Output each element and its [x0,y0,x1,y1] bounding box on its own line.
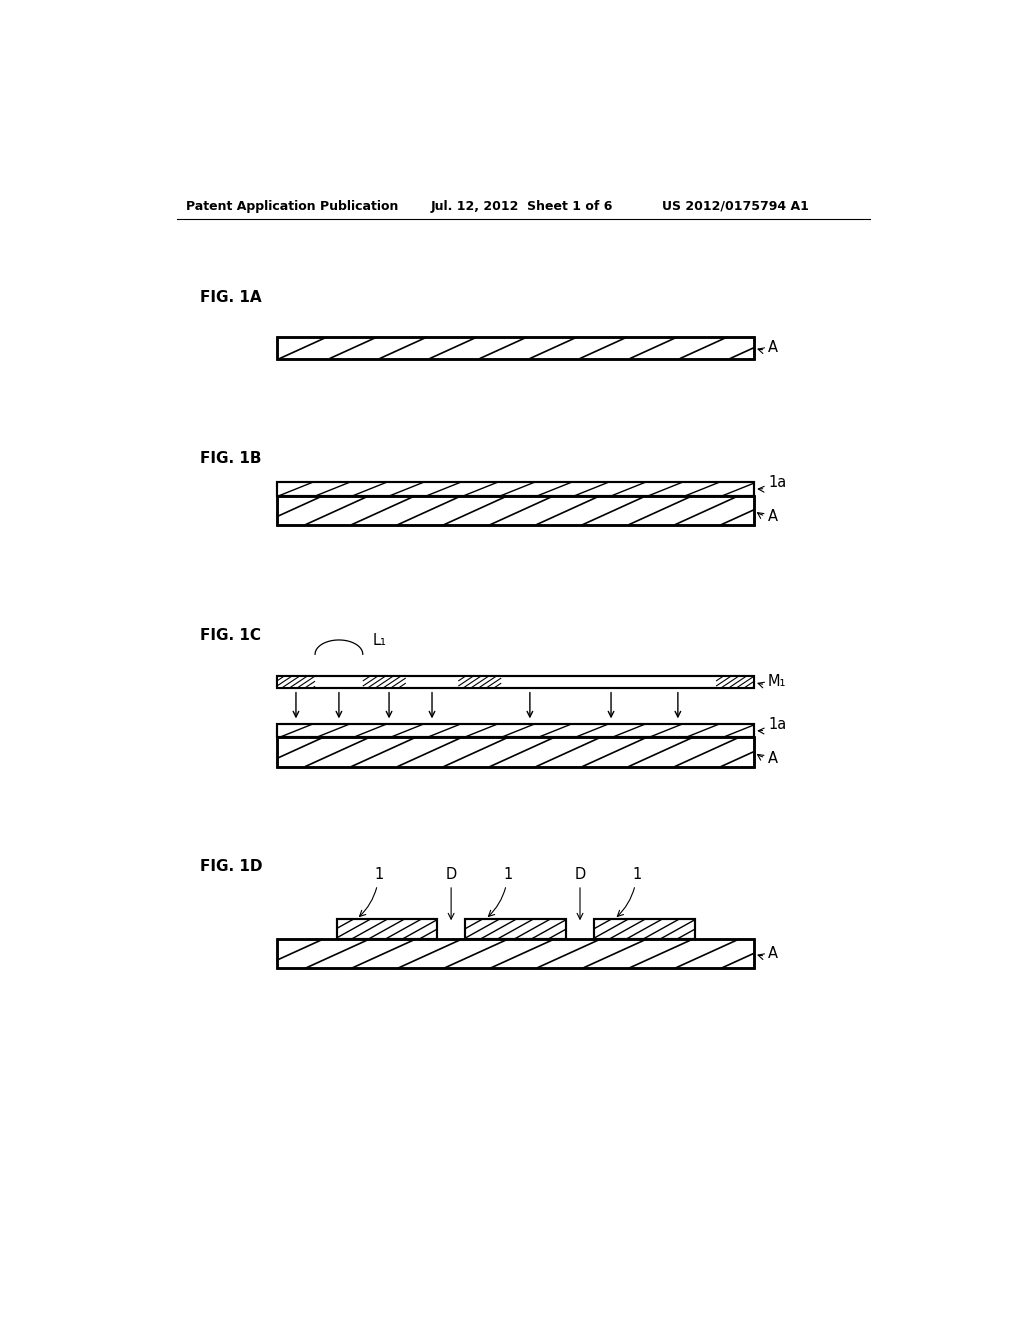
Bar [716,676,755,688]
Bar [276,337,755,359]
Bar [594,919,694,940]
Text: D: D [445,867,457,919]
Bar [276,940,755,969]
Bar [466,919,565,940]
Text: FIG. 1B: FIG. 1B [200,451,261,466]
Bar [276,676,315,688]
Bar [276,676,755,688]
Bar [276,738,755,767]
Bar [276,940,755,969]
Text: 1a: 1a [759,717,786,734]
Bar [276,676,315,688]
Bar [276,337,755,359]
Bar [276,676,755,688]
Text: A: A [758,510,778,524]
Text: 1: 1 [617,867,641,916]
Bar [716,676,755,688]
Bar [337,919,437,940]
Bar [276,738,755,767]
Text: FIG. 1C: FIG. 1C [200,628,261,643]
Bar [466,919,565,940]
Text: US 2012/0175794 A1: US 2012/0175794 A1 [662,199,809,213]
Text: FIG. 1A: FIG. 1A [200,289,261,305]
Text: 1a: 1a [759,475,786,492]
Bar [459,676,501,688]
Bar [276,723,755,738]
Text: D: D [574,867,586,919]
Text: Jul. 12, 2012  Sheet 1 of 6: Jul. 12, 2012 Sheet 1 of 6 [431,199,613,213]
Bar [362,676,406,688]
Text: 1: 1 [488,867,512,916]
Text: FIG. 1D: FIG. 1D [200,859,262,874]
Bar [276,723,755,738]
Text: 1: 1 [359,867,384,916]
Bar [362,676,406,688]
Bar [276,496,755,525]
Bar [276,482,755,496]
Text: A: A [758,341,778,355]
Text: A: A [758,946,778,961]
Bar [276,496,755,525]
Text: Patent Application Publication: Patent Application Publication [186,199,398,213]
Text: L₁: L₁ [373,634,386,648]
Bar [594,919,694,940]
Bar [459,676,501,688]
Text: M₁: M₁ [758,675,786,689]
Bar [276,482,755,496]
Bar [337,919,437,940]
Text: A: A [758,751,778,766]
